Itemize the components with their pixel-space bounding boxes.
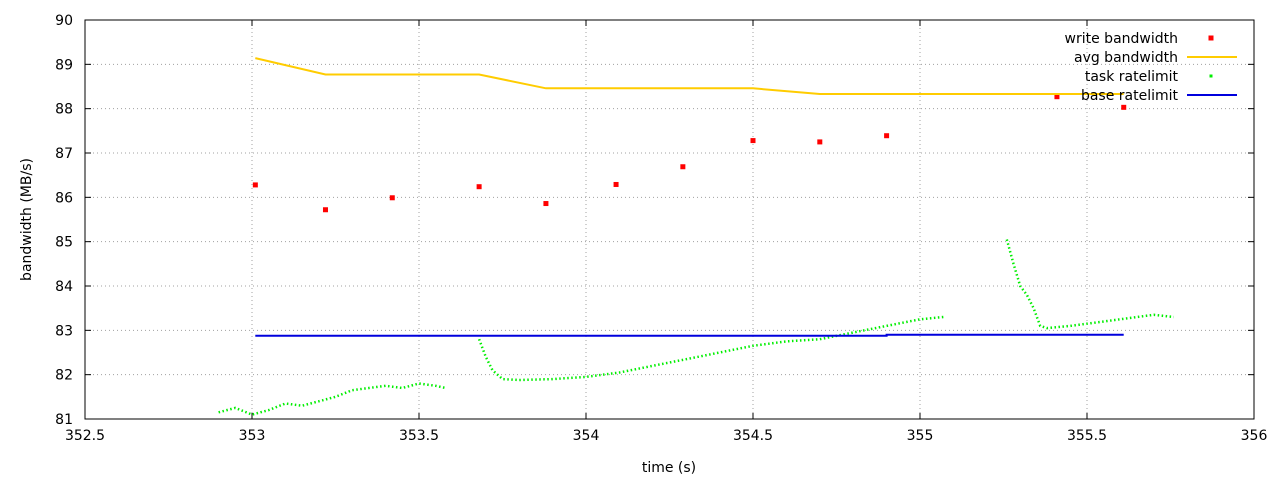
write-bandwidth-point (817, 139, 823, 145)
write-bandwidth-point (543, 201, 549, 207)
avg-bandwidth-line (255, 57, 1124, 95)
legend: write bandwidth avg bandwidth task ratelim… (1065, 31, 1237, 104)
write-bandwidth-point (389, 195, 395, 201)
write-bandwidth-point (476, 184, 482, 190)
write-bandwidth-point (252, 182, 258, 188)
y-tick-label: 84 (55, 279, 73, 295)
legend-marker-write-bandwidth (1208, 35, 1214, 41)
write-bandwidth-point (613, 181, 619, 187)
legend-marker-task-ratelimit (1209, 74, 1213, 78)
axis-ticks: 352.5 353 353.5 354 354.5 355 355.5 356 81 82 83 84… (55, 13, 1267, 444)
write-bandwidth-point (680, 164, 686, 170)
x-tick-label: 355 (907, 428, 934, 444)
task-ratelimit-dots (477, 315, 944, 382)
legend-label: avg bandwidth (1074, 50, 1178, 66)
x-tick-label: 352.5 (65, 428, 105, 444)
task-ratelimit-dots (218, 382, 446, 416)
y-tick-label: 90 (55, 13, 73, 29)
grid (85, 20, 1254, 419)
write-bandwidth-point (1121, 104, 1127, 110)
x-tick-label: 356 (1241, 428, 1268, 444)
y-tick-label: 87 (55, 146, 73, 162)
x-tick-label: 353 (239, 428, 266, 444)
write-bandwidth-point (322, 207, 328, 213)
y-tick-label: 81 (55, 412, 73, 428)
legend-label: write bandwidth (1065, 31, 1178, 47)
x-tick-label: 353.5 (399, 428, 439, 444)
base-ratelimit-line (255, 333, 1124, 337)
y-axis-title: bandwidth (MB/s) (19, 158, 35, 281)
legend-label: base ratelimit (1081, 88, 1179, 104)
plot-frame (84, 19, 1255, 420)
x-tick-label: 355.5 (1067, 428, 1107, 444)
y-tick-label: 89 (55, 57, 73, 73)
x-tick-label: 354 (573, 428, 600, 444)
y-tick-label: 86 (55, 190, 73, 206)
y-tick-label: 82 (55, 368, 73, 384)
write-bandwidth-point (750, 138, 756, 144)
y-tick-label: 83 (55, 323, 73, 339)
x-tick-label: 354.5 (733, 428, 773, 444)
task-ratelimit-dots (1005, 239, 1174, 330)
y-tick-label: 85 (55, 235, 73, 251)
write-bandwidth-point (1054, 94, 1060, 100)
y-tick-label: 88 (55, 102, 73, 118)
legend-label: task ratelimit (1085, 69, 1179, 85)
x-axis-title: time (s) (642, 460, 696, 476)
write-bandwidth-point (884, 133, 890, 139)
series (218, 57, 1174, 416)
